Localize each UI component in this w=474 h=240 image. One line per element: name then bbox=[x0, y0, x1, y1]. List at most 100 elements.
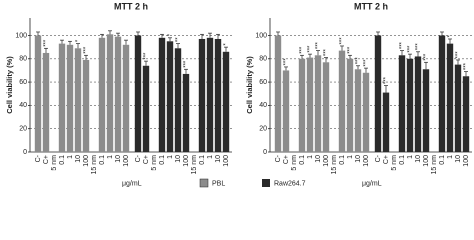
bar bbox=[382, 92, 390, 152]
bar bbox=[346, 58, 354, 152]
bar bbox=[158, 37, 166, 152]
x-tick-label: 1 bbox=[167, 155, 174, 159]
x-tick-label: C+ bbox=[283, 155, 290, 164]
legend-label: Raw264.7 bbox=[274, 180, 306, 187]
x-tick-label: 100 bbox=[183, 155, 190, 167]
bar bbox=[398, 55, 406, 152]
bar bbox=[182, 73, 190, 152]
significance-label: *** bbox=[308, 45, 314, 53]
x-tick-label: 0.1 bbox=[339, 155, 346, 165]
x-tick-label: 0.1 bbox=[399, 155, 406, 165]
significance-label: *** bbox=[384, 76, 390, 84]
significance-label: * bbox=[168, 33, 174, 36]
x-tick-label: 0.1 bbox=[299, 155, 306, 165]
significance-label: ** bbox=[176, 37, 182, 42]
significance-label: *** bbox=[424, 53, 430, 61]
x-tick-label: 0.1 bbox=[59, 155, 66, 165]
x-tick-label: 10 bbox=[355, 155, 362, 163]
x-tick-label: 100 bbox=[423, 155, 430, 167]
bar bbox=[362, 72, 370, 152]
x-tick-label: 100 bbox=[123, 155, 130, 167]
x-tick-label: C- bbox=[35, 154, 42, 162]
bar bbox=[142, 65, 150, 152]
significance-label: *** bbox=[356, 57, 362, 65]
significance-label: *** bbox=[44, 39, 50, 47]
bar bbox=[198, 38, 206, 153]
significance-label: *** bbox=[284, 58, 290, 66]
x-group-label: 15 nm bbox=[331, 155, 338, 175]
bar bbox=[298, 58, 306, 152]
y-tick-label: 20 bbox=[19, 126, 27, 133]
bar bbox=[338, 50, 346, 153]
x-tick-label: 1 bbox=[447, 155, 454, 159]
y-tick-label: 40 bbox=[259, 102, 267, 109]
bar bbox=[34, 35, 42, 153]
x-tick-label: C+ bbox=[383, 155, 390, 164]
x-tick-label: 1 bbox=[67, 155, 74, 159]
y-tick-label: 60 bbox=[19, 79, 27, 86]
chart-title: MTT 2 h bbox=[354, 1, 388, 11]
x-group-label: 5 nm bbox=[151, 155, 158, 171]
y-tick-label: 80 bbox=[259, 56, 267, 63]
y-tick-label: 80 bbox=[19, 56, 27, 63]
x-tick-label: C- bbox=[375, 154, 382, 162]
significance-label: *** bbox=[316, 41, 322, 49]
bar bbox=[406, 58, 414, 152]
y-tick-label: 60 bbox=[259, 79, 267, 86]
significance-label: *** bbox=[84, 46, 90, 54]
x-tick-label: 1 bbox=[347, 155, 354, 159]
y-tick-label: 40 bbox=[19, 102, 27, 109]
bar bbox=[446, 43, 454, 152]
x-tick-label: 0.1 bbox=[199, 155, 206, 165]
x-tick-label: C+ bbox=[43, 155, 50, 164]
x-tick-label: 10 bbox=[215, 155, 222, 163]
y-axis-label: Cell viability (%) bbox=[5, 56, 14, 114]
significance-label: *** bbox=[456, 51, 462, 59]
chart-title: MTT 2 h bbox=[114, 1, 148, 11]
x-tick-label: 0.1 bbox=[159, 155, 166, 165]
legend-swatch bbox=[262, 179, 270, 187]
x-axis-label: μg/mL bbox=[122, 180, 142, 187]
legend-swatch bbox=[199, 178, 209, 188]
bar bbox=[206, 37, 214, 152]
x-tick-label: 1 bbox=[207, 155, 214, 159]
y-axis-label: Cell viability (%) bbox=[245, 56, 254, 114]
figure: PBL Raw264.7 MTT 2 h Cell viability (%) μg… bbox=[5, 1, 472, 188]
x-axis-label: μg/mL bbox=[362, 180, 382, 187]
bar bbox=[314, 55, 322, 152]
y-tick-label: 100 bbox=[255, 32, 267, 39]
x-tick-label: 10 bbox=[115, 155, 122, 163]
bar bbox=[374, 35, 382, 153]
y-tick-label: 100 bbox=[15, 32, 27, 39]
bar bbox=[114, 36, 122, 152]
bar bbox=[122, 44, 130, 152]
significance-label: *** bbox=[408, 45, 414, 53]
x-tick-label: C- bbox=[275, 154, 282, 162]
x-tick-label: 10 bbox=[455, 155, 462, 163]
bar bbox=[454, 64, 462, 152]
x-tick-label: 10 bbox=[175, 155, 182, 163]
significance-label: *** bbox=[144, 52, 150, 60]
x-tick-label: 100 bbox=[223, 155, 230, 167]
x-tick-label: 0.1 bbox=[439, 155, 446, 165]
bar bbox=[414, 56, 422, 152]
bar bbox=[58, 43, 66, 152]
x-tick-label: 10 bbox=[75, 155, 82, 163]
significance-label: *** bbox=[324, 48, 330, 56]
x-tick-label: 100 bbox=[83, 155, 90, 167]
x-group-label: 15 nm bbox=[191, 155, 198, 175]
bar bbox=[306, 57, 314, 153]
x-tick-label: 100 bbox=[363, 155, 370, 167]
bar bbox=[462, 76, 470, 152]
significance-label: *** bbox=[464, 62, 470, 70]
bar bbox=[214, 38, 222, 153]
legend-label: PBL bbox=[212, 180, 225, 187]
significance-label: *** bbox=[364, 59, 370, 67]
x-group-label: 15 nm bbox=[91, 155, 98, 175]
x-group-label: 5 nm bbox=[391, 155, 398, 171]
bar bbox=[106, 34, 114, 152]
significance-label: * bbox=[76, 39, 82, 42]
x-tick-label: 1 bbox=[107, 155, 114, 159]
significance-label: * bbox=[448, 34, 454, 37]
significance-label: *** bbox=[400, 41, 406, 49]
